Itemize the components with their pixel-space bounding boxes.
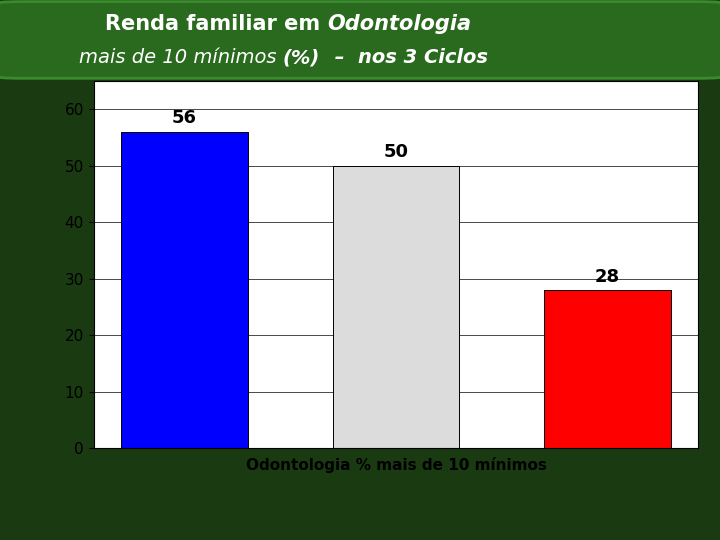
Text: Odontologia: Odontologia [328, 14, 472, 34]
Text: (%): (%) [283, 48, 320, 67]
Text: 50: 50 [384, 143, 408, 161]
X-axis label: Odontologia % mais de 10 mínimos: Odontologia % mais de 10 mínimos [246, 456, 546, 472]
Text: Renda familiar em: Renda familiar em [105, 14, 328, 34]
Bar [333, 166, 459, 448]
Text: 56: 56 [172, 109, 197, 127]
Text: mais de 10 mínimos: mais de 10 mínimos [79, 48, 283, 67]
FancyBboxPatch shape [0, 2, 720, 78]
Bar [121, 132, 248, 448]
Text: 28: 28 [595, 267, 620, 286]
Text: –  nos 3 Ciclos: – nos 3 Ciclos [328, 48, 487, 67]
Bar [544, 290, 671, 448]
